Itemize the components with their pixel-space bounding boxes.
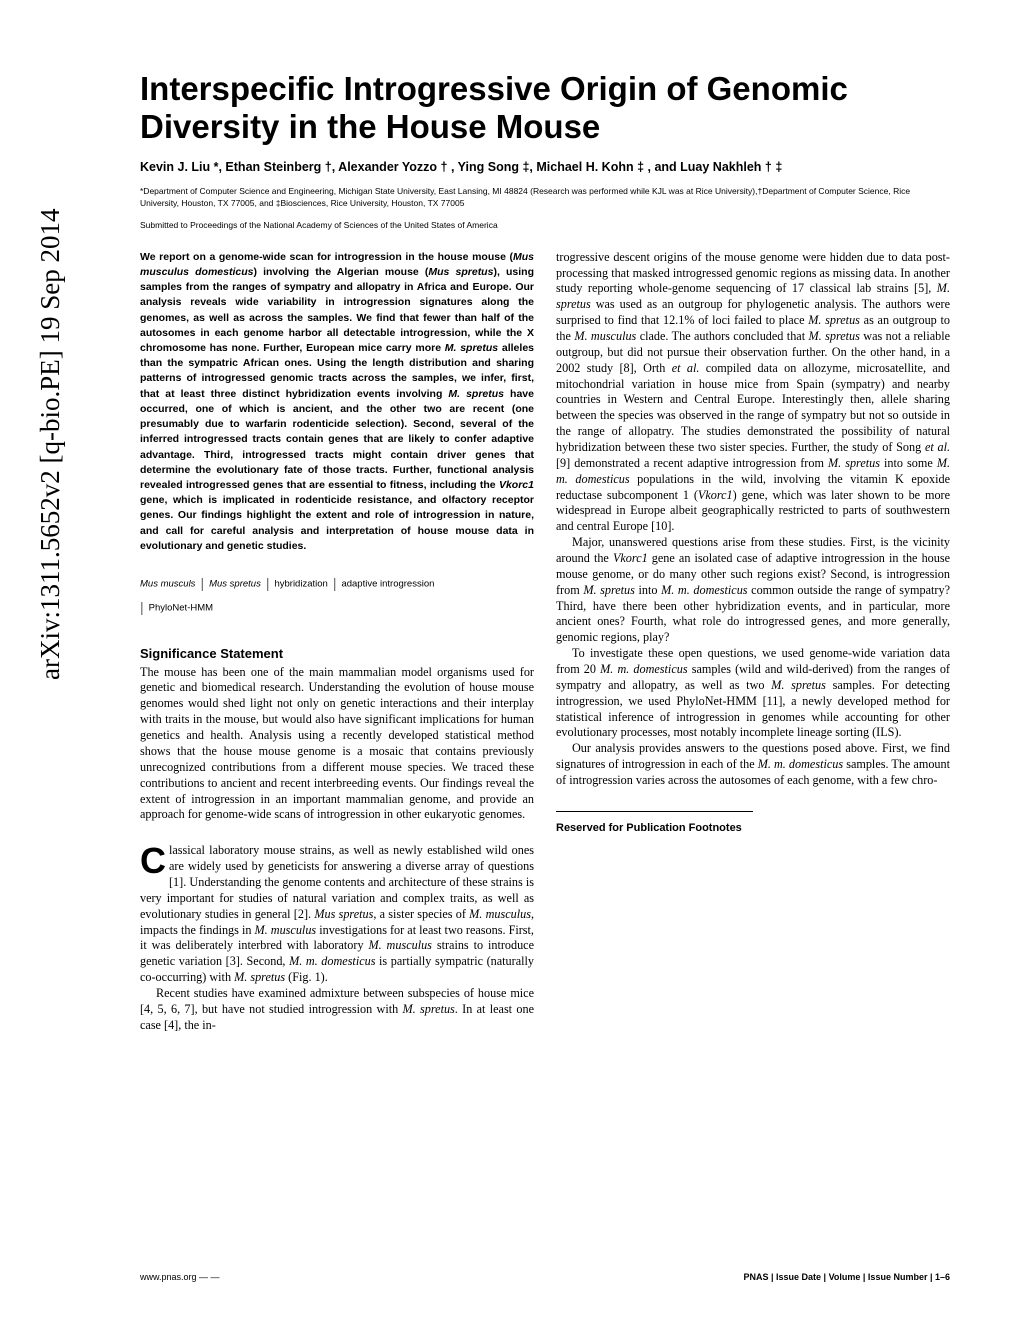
footer-rest: | Issue Date | Volume | Issue Number | 1…	[769, 1272, 950, 1282]
body-em: Mus spretus	[314, 907, 373, 921]
body-em: M. spretus	[583, 583, 635, 597]
abstract-text: have occurred, one of which is ancient, …	[140, 388, 534, 491]
keyword-separator: |	[266, 575, 270, 591]
affiliations: *Department of Computer Science and Engi…	[140, 186, 950, 210]
body-col2-p2: Major, unanswered questions arise from t…	[556, 535, 950, 646]
abstract-text: ) involving the Algerian mouse (	[253, 266, 428, 278]
body-text: (Fig. 1).	[285, 970, 328, 984]
abstract-em: Mus spretus	[428, 266, 493, 278]
abstract: We report on a genome-wide scan for intr…	[140, 250, 534, 554]
two-column-body: We report on a genome-wide scan for intr…	[140, 250, 950, 1034]
keyword-separator: |	[140, 599, 144, 615]
abstract-em: M. spretus	[448, 388, 504, 400]
page-footer: www.pnas.org — — PNAS | Issue Date | Vol…	[140, 1272, 950, 1282]
abstract-text: We report on a genome-wide scan for intr…	[140, 251, 513, 263]
body-em: M. spretus	[234, 970, 285, 984]
authors: Kevin J. Liu *, Ethan Steinberg †, Alexa…	[140, 160, 950, 174]
body-em: Vkorc1	[613, 551, 648, 565]
body-text: clade. The authors concluded that	[636, 329, 808, 343]
body-em: et al.	[672, 361, 700, 375]
page-content: Interspecific Introgressive Origin of Ge…	[0, 0, 1020, 1320]
footer-pnas: PNAS	[744, 1272, 769, 1282]
body-em: M. m. domesticus	[600, 662, 687, 676]
dropcap: C	[140, 843, 169, 877]
body-text: [9] demonstrated a recent adaptive intro…	[556, 456, 828, 470]
keyword: Mus spretus	[209, 578, 261, 589]
abstract-em: M. spretus	[445, 342, 498, 354]
keyword-separator: |	[200, 575, 204, 591]
keyword: Mus musculs	[140, 578, 195, 589]
body-em: M. spretus	[828, 456, 880, 470]
body-col2-p3: To investigate these open questions, we …	[556, 646, 950, 741]
column-right: trogressive descent origins of the mouse…	[556, 250, 950, 1034]
footnote-rule	[556, 811, 753, 812]
body-col2-p1: trogressive descent origins of the mouse…	[556, 250, 950, 535]
body-em: M. spretus	[809, 329, 860, 343]
body-paragraph-1: Classical laboratory mouse strains, as w…	[140, 843, 534, 986]
body-col2-p4: Our analysis provides answers to the que…	[556, 741, 950, 789]
body-text: trogressive descent origins of the mouse…	[556, 250, 950, 296]
abstract-text: gene, which is implicated in rodenticide…	[140, 494, 534, 552]
keywords: Mus musculs | Mus spretus | hybridization | ad…	[140, 572, 534, 620]
body-em: M. m. domesticus	[289, 954, 375, 968]
significance-text: The mouse has been one of the main mamma…	[140, 665, 534, 824]
body-em: M. m. domesticus	[758, 757, 843, 771]
keyword: PhyloNet-HMM	[149, 602, 213, 613]
body-em: M. spretus	[808, 313, 860, 327]
abstract-em: Vkorc1	[499, 479, 534, 491]
body-text: into some	[880, 456, 937, 470]
submitted-line: Submitted to Proceedings of the National…	[140, 220, 950, 230]
significance-heading: Significance Statement	[140, 646, 534, 661]
keyword: hybridization	[274, 578, 327, 589]
footnote-heading: Reserved for Publication Footnotes	[556, 822, 950, 834]
abstract-text: ), using samples from the ranges of symp…	[140, 266, 534, 354]
body-paragraph-2: Recent studies have examined admixture b…	[140, 986, 534, 1034]
footer-left: www.pnas.org — —	[140, 1272, 220, 1282]
footer-right: PNAS | Issue Date | Volume | Issue Numbe…	[744, 1272, 951, 1282]
body-text: into	[635, 583, 661, 597]
body-em: M. musculus	[255, 923, 317, 937]
keyword: adaptive introgression	[341, 578, 434, 589]
body-em: M. musculus	[368, 938, 431, 952]
body-text: , a sister species of	[373, 907, 469, 921]
body-em: M. musculus	[469, 907, 531, 921]
body-em: M. musculus	[574, 329, 636, 343]
body-em: M. spretus	[403, 1002, 455, 1016]
body-em: et al.	[925, 440, 950, 454]
keyword-separator: |	[333, 575, 337, 591]
body-em: M. m. domesticus	[661, 583, 747, 597]
body-em: Vkorc1	[698, 488, 733, 502]
body-em: M. spretus	[771, 678, 826, 692]
column-left: We report on a genome-wide scan for intr…	[140, 250, 534, 1034]
paper-title: Interspecific Introgressive Origin of Ge…	[140, 70, 950, 146]
